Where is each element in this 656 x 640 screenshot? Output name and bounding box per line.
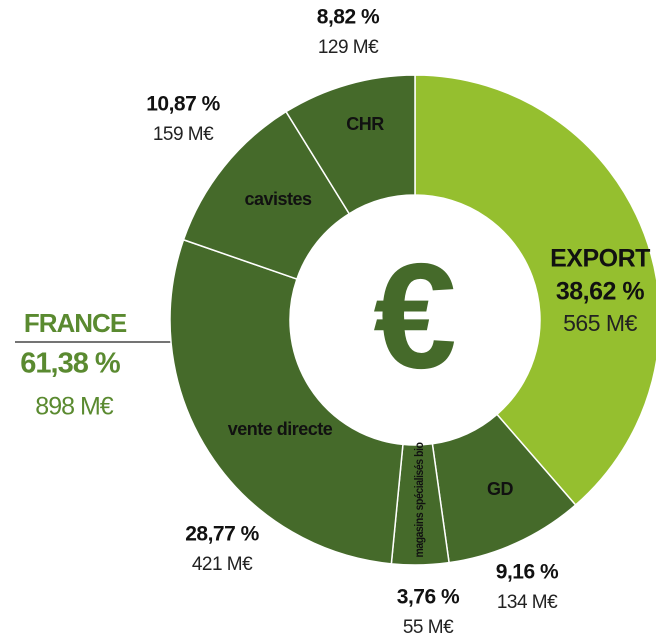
amount-label: 421 M€ [192, 554, 253, 575]
center-label: € [373, 232, 456, 400]
amount-label: 55 M€ [403, 617, 454, 638]
group-amount: 898 M€ [35, 393, 113, 421]
group-label: FRANCE [24, 308, 127, 338]
donut-segment [169, 238, 404, 565]
segment-label: magasins spécialisés bio [412, 442, 426, 557]
segment-label: EXPORT [550, 245, 650, 273]
value-label: 10,87 % [146, 93, 220, 116]
segment-label: GD [487, 479, 514, 499]
segment-label: CHR [346, 114, 384, 134]
group-value: 61,38 % [20, 348, 121, 380]
value-label: 9,16 % [496, 561, 559, 584]
value-label: 38,62 % [556, 278, 645, 306]
amount-label: 134 M€ [497, 592, 558, 613]
amount-label: 159 M€ [153, 124, 214, 145]
value-label: 3,76 % [397, 586, 460, 609]
amount-label: 565 M€ [563, 310, 637, 336]
value-label: 8,82 % [317, 6, 380, 29]
donut-segment [285, 74, 416, 215]
segment-label: cavistes [244, 189, 312, 209]
value-label: 28,77 % [185, 523, 259, 546]
segment-label: vente directe [228, 419, 333, 439]
amount-label: 129 M€ [318, 37, 379, 58]
donut-segment [414, 74, 656, 507]
